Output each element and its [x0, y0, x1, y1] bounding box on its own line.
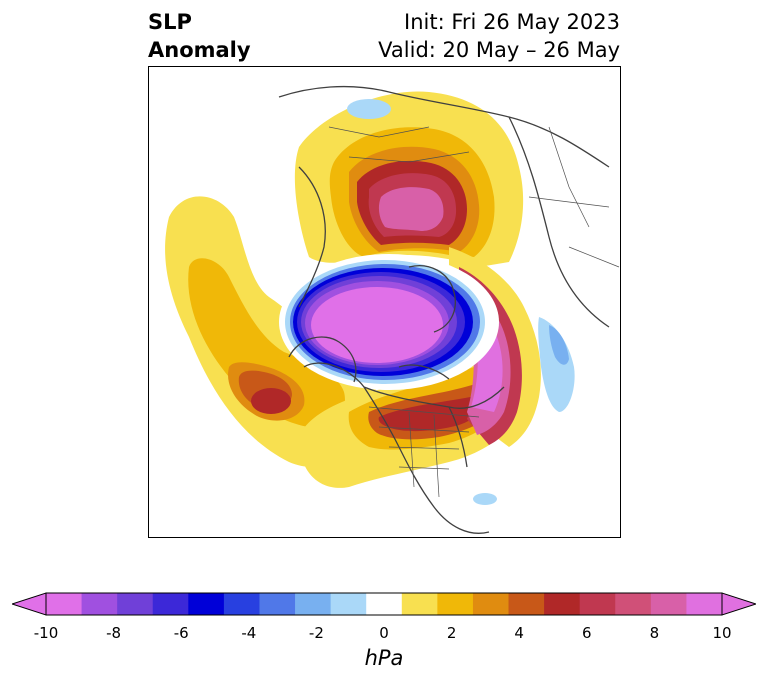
colorbar-segment [330, 593, 367, 615]
colorbar-tick-label: -4 [241, 624, 257, 642]
colorbar-segment [366, 593, 403, 615]
colorbar-tick-label: -8 [106, 624, 122, 642]
colorbar-frame [45, 592, 723, 616]
colorbar-tick-label: 6 [582, 624, 592, 642]
colorbar-segment [259, 593, 296, 615]
colorbar-segment [223, 593, 260, 615]
arctic-ring-positive [294, 91, 524, 267]
slp-anomaly-map [148, 66, 621, 538]
colorbar-tick-label: 2 [446, 624, 457, 642]
colorbar-tick-label: -2 [308, 624, 324, 642]
colorbar-segment [544, 593, 581, 615]
colorbar-tick-label: 0 [379, 624, 389, 642]
colorbar-under-arrow [12, 592, 47, 616]
negative-blob-east [538, 317, 575, 412]
pacific-positive-anomaly [165, 196, 376, 468]
colorbar [12, 592, 756, 616]
colorbar-tick-label: -6 [173, 624, 189, 642]
colorbar-segment [81, 593, 118, 615]
colorbar-segments [46, 593, 723, 615]
colorbar-segment [437, 593, 474, 615]
colorbar-segment [152, 593, 189, 615]
valid-range: Valid: 20 May – 26 May [378, 38, 620, 62]
north-america-positive [299, 327, 529, 488]
chart-title: SLP Anomaly [148, 8, 251, 64]
colorbar-tick-label: 8 [649, 624, 660, 642]
colorbar-unit: hPa [364, 646, 404, 670]
negative-blob-south [473, 493, 497, 505]
colorbar-tick-label: -10 [33, 624, 59, 642]
run-info: Init: Fri 26 May 2023 Valid: 20 May – 26… [378, 8, 620, 64]
init-time: Init: Fri 26 May 2023 [404, 10, 620, 34]
coastlines [278, 85, 610, 534]
colorbar-segment [650, 593, 687, 615]
colorbar-segment [188, 593, 225, 615]
colorbar-segment [401, 593, 438, 615]
title-line-1: SLP [148, 10, 192, 34]
country-borders [328, 126, 620, 498]
colorbar-segment [615, 593, 652, 615]
colorbar-segment [508, 593, 545, 615]
colorbar-over-arrow [721, 592, 756, 616]
negative-blob-north [347, 99, 391, 119]
colorbar-tick-label: 4 [514, 624, 524, 642]
colorbar-segment [295, 593, 332, 615]
colorbar-segment [686, 593, 723, 615]
colorbar-segment [117, 593, 154, 615]
map-canvas [165, 85, 620, 534]
colorbar-tick-label: 10 [712, 624, 732, 642]
colorbar-segment [472, 593, 510, 615]
colorbar-segment [46, 593, 83, 615]
title-line-2: Anomaly [148, 38, 251, 62]
colorbar-segment [579, 593, 616, 615]
arctic-negative-core [279, 254, 499, 390]
